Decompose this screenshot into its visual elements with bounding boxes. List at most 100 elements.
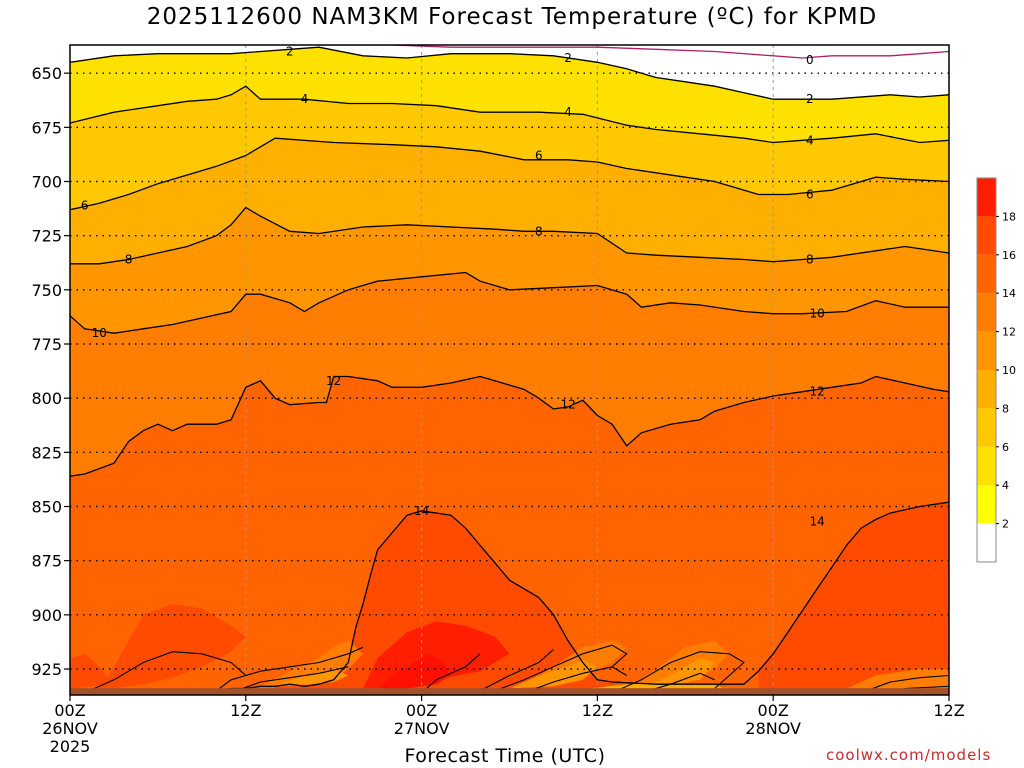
x-axis-label: Forecast Time (UTC) bbox=[404, 745, 606, 767]
contour-label-2-1: 2 bbox=[564, 51, 572, 65]
colorbar-label-8: 8 bbox=[1002, 402, 1009, 415]
xtick-date-0: 26NOV bbox=[42, 719, 98, 738]
contour-label-6-1: 6 bbox=[535, 149, 543, 163]
colorbar-swatch-2 bbox=[977, 446, 996, 486]
contour-label-8-1: 8 bbox=[535, 224, 543, 238]
colorbar: 2 4 6 8 10 12 14 16 18 bbox=[976, 177, 1016, 563]
contour-label-2-2: 2 bbox=[806, 92, 814, 106]
inversion-line-6 bbox=[84, 651, 247, 694]
colorbar-swatch-9 bbox=[977, 178, 996, 217]
ground-fill bbox=[70, 688, 949, 695]
ytick-label-725: 725 bbox=[31, 227, 62, 246]
ytick-label-650: 650 bbox=[31, 64, 62, 83]
contour-label-14-1: 14 bbox=[810, 515, 825, 529]
grid-lines bbox=[70, 45, 949, 695]
inversion-line-3 bbox=[524, 666, 627, 694]
contour-12 bbox=[70, 375, 949, 477]
ytick-label-900: 900 bbox=[31, 606, 62, 625]
ytick-label-800: 800 bbox=[31, 389, 62, 408]
colorbar-label-14: 14 bbox=[1002, 287, 1016, 300]
inversion-line-4 bbox=[611, 651, 745, 694]
contour-label-14-0: 14 bbox=[414, 504, 429, 518]
contour-label-4-2: 4 bbox=[806, 133, 814, 147]
xtick-label-48: 00Z bbox=[758, 701, 789, 720]
contour-labels: 0 2 2 2 4 4 4 6 6 6 8 8 8 10 10 12 12 12 14 14 bbox=[81, 45, 825, 529]
inversion-line-0 bbox=[216, 646, 364, 692]
colorbar-swatch-0 bbox=[977, 523, 996, 562]
inversion-line-1 bbox=[230, 666, 349, 694]
contour-4 bbox=[70, 85, 949, 144]
colorbar-swatch-5 bbox=[977, 331, 996, 370]
contour-10 bbox=[70, 271, 949, 334]
xtick-year-0: 2025 bbox=[50, 737, 91, 756]
colorbar-label-4: 4 bbox=[1002, 479, 1009, 492]
contour-label-4-0: 4 bbox=[301, 92, 309, 106]
shaded-bands bbox=[70, 45, 949, 695]
contour-label-12-0: 12 bbox=[326, 374, 341, 388]
contour-label-2-0: 2 bbox=[286, 45, 294, 59]
inversion-line-9 bbox=[479, 649, 554, 692]
contour-lines bbox=[70, 45, 949, 695]
ytick-label-925: 925 bbox=[31, 660, 62, 679]
colorbar-label-16: 16 bbox=[1002, 249, 1016, 262]
contour-0 bbox=[319, 45, 949, 59]
contour-6 bbox=[70, 137, 949, 211]
contour-label-6-2: 6 bbox=[806, 188, 814, 202]
contour-label-10-1: 10 bbox=[810, 307, 825, 321]
contour-label-8-2: 8 bbox=[806, 253, 814, 267]
xtick-label-12: 12Z bbox=[230, 701, 261, 720]
band-white bbox=[70, 45, 949, 100]
band-above-12 bbox=[70, 376, 949, 695]
ground-layer bbox=[70, 688, 949, 695]
pocket-12-c bbox=[626, 640, 730, 689]
xtick-label-60: 12Z bbox=[933, 701, 964, 720]
credit-link[interactable]: coolwx.com/models bbox=[826, 746, 992, 764]
xtick-label-36: 12Z bbox=[582, 701, 613, 720]
xtick-date-24: 27NOV bbox=[394, 719, 450, 738]
colorbar-swatch-4 bbox=[977, 370, 996, 409]
ytick-label-825: 825 bbox=[31, 443, 62, 462]
ytick-label-750: 750 bbox=[31, 281, 62, 300]
colorbar-label-18: 18 bbox=[1002, 210, 1016, 223]
pocket-12-d bbox=[846, 669, 949, 691]
pocket-10-c bbox=[641, 658, 715, 689]
colorbar-swatch-1 bbox=[977, 485, 996, 524]
inversion-line-2 bbox=[494, 644, 628, 692]
inversion-line-10 bbox=[421, 653, 481, 694]
y-axis: 650 675 700 725 750 775 800 825 850 875 900 925 bbox=[31, 64, 70, 679]
xtick-label-24: 00Z bbox=[406, 701, 437, 720]
colorbar-label-10: 10 bbox=[1002, 364, 1016, 377]
colorbar-swatch-3 bbox=[977, 408, 996, 447]
contour-label-12-2: 12 bbox=[810, 385, 825, 399]
ytick-label-700: 700 bbox=[31, 173, 62, 192]
xtick-label-0: 00Z bbox=[54, 701, 85, 720]
colorbar-label-12: 12 bbox=[1002, 326, 1016, 339]
contour-8 bbox=[70, 206, 949, 265]
contour-2 bbox=[70, 46, 949, 100]
contour-label-4-1: 4 bbox=[564, 105, 572, 119]
colorbar-label-2: 2 bbox=[1002, 518, 1009, 531]
colorbar-swatch-6 bbox=[977, 293, 996, 332]
ytick-label-850: 850 bbox=[31, 498, 62, 517]
contour-label-8-0: 8 bbox=[125, 253, 133, 267]
pocket-16-left bbox=[70, 653, 114, 689]
chart-title: 2025112600 NAM3KM Forecast Temperature (… bbox=[146, 4, 878, 30]
band-14-dome-2 bbox=[758, 502, 949, 695]
ytick-label-875: 875 bbox=[31, 552, 62, 571]
contour-label-10-0: 10 bbox=[92, 326, 107, 340]
pocket-18-core bbox=[377, 653, 451, 689]
xtick-date-48: 28NOV bbox=[745, 719, 801, 738]
contour-label-12-1: 12 bbox=[560, 398, 575, 412]
contour-label-0-0: 0 bbox=[806, 53, 814, 67]
plot-frame bbox=[69, 44, 950, 696]
inversion-line-7 bbox=[860, 674, 949, 694]
colorbar-swatch-8 bbox=[977, 216, 996, 255]
pocket-10-b bbox=[509, 660, 598, 689]
contour-label-6-0: 6 bbox=[81, 198, 89, 212]
contour-14 bbox=[216, 501, 949, 692]
ytick-label-675: 675 bbox=[31, 118, 62, 137]
colorbar-label-6: 6 bbox=[1002, 441, 1009, 454]
ytick-label-775: 775 bbox=[31, 335, 62, 354]
